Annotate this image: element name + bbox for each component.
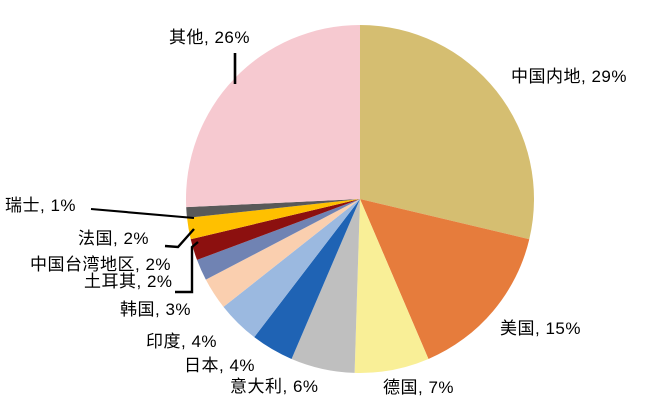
slice-label-germany: 德国, 7% — [383, 378, 455, 397]
slice-label-france: 法国, 2% — [78, 229, 150, 248]
switzerland-callout-line — [90, 207, 195, 220]
slice-label-japan: 日本, 4% — [184, 356, 256, 375]
slice-label-others: 其他, 26% — [169, 28, 250, 47]
pie-slice-japan — [254, 199, 360, 359]
slice-label-india: 印度, 4% — [146, 332, 218, 351]
pie-slice-germany — [354, 199, 429, 374]
callout-lines — [90, 53, 237, 294]
slice-label-switzerland: 瑞士, 1% — [5, 196, 77, 215]
pie-slice-turkey — [197, 199, 360, 280]
pie-slice-china-mainland — [360, 25, 535, 240]
pie-slice-others — [186, 25, 360, 208]
pie-slice-india — [223, 199, 360, 338]
france-callout-line — [164, 228, 195, 249]
pie-slices — [186, 25, 535, 374]
pie-slice-taiwan-china — [190, 199, 360, 260]
slice-label-taiwan-china: 中国台湾地区, 2% — [30, 255, 172, 274]
pie-slice-south-korea — [205, 199, 360, 307]
slice-label-italy: 意大利, 6% — [230, 377, 319, 396]
slice-label-south-korea: 韩国, 3% — [120, 300, 192, 319]
pie-slice-france — [187, 199, 360, 240]
pie-slice-usa — [360, 199, 530, 359]
slice-label-turkey: 土耳其, 2% — [84, 272, 173, 291]
pie-slice-italy — [291, 199, 360, 373]
slice-label-usa: 美国, 15% — [500, 319, 581, 338]
slice-label-china-mainland: 中国内地, 29% — [511, 67, 627, 86]
taiwan-turkey-callout-bracket — [175, 241, 199, 294]
pie-slice-switzerland — [186, 199, 360, 218]
